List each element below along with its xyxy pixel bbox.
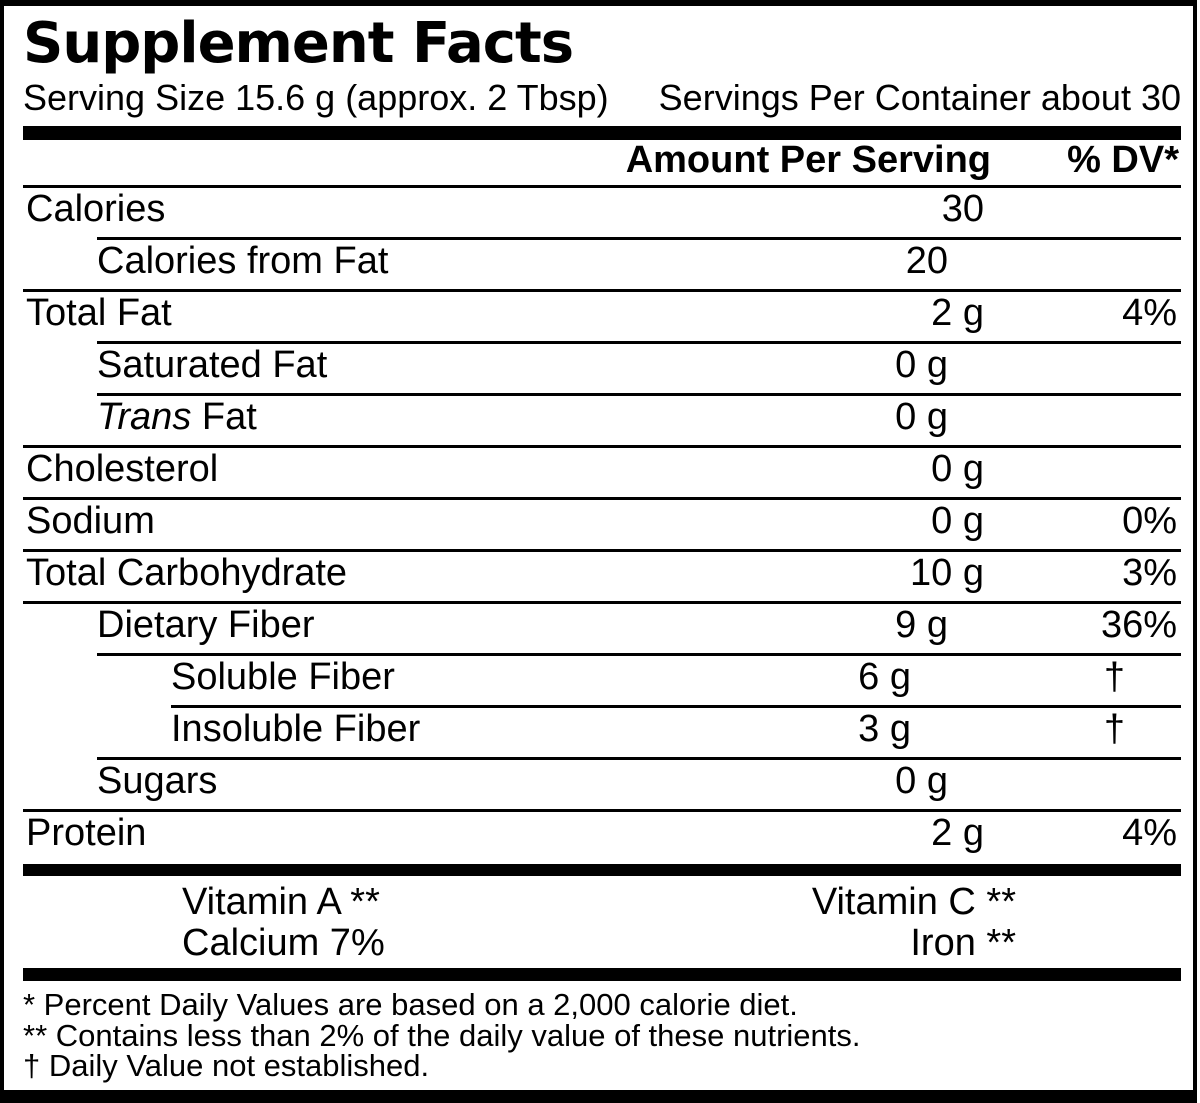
nutrient-daily-value: 4% — [1122, 292, 1177, 334]
vitamins-section: Vitamin A ** Vitamin C ** Calcium 7% Iro… — [23, 876, 1181, 968]
nutrient-row: Trans Fat 0 g — [23, 393, 1181, 445]
nutrient-name-text: Calories from Fat — [97, 240, 389, 282]
vitamins-divider-bar — [23, 968, 1181, 981]
nutrient-name-text: Saturated Fat — [97, 344, 328, 386]
nutrient-name-text: Total Fat — [26, 292, 172, 334]
nutrient-row: Total Carbohydrate 10 g 3% — [23, 549, 1181, 601]
nutrient-amount: 3 g — [858, 708, 911, 750]
nutrient-amount: 6 g — [858, 656, 911, 698]
header-divider-bar — [23, 126, 1181, 140]
nutrient-amount: 0 g — [895, 760, 948, 802]
column-header-row: Amount Per Serving % DV* — [23, 139, 1181, 185]
nutrient-name-text: Calories — [26, 188, 166, 230]
nutrient-row: Cholesterol 0 g — [23, 445, 1181, 497]
panel-title: Supplement Facts — [23, 11, 574, 76]
nutrient-daily-value: † — [1103, 656, 1125, 698]
nutrient-name: Calories — [26, 188, 165, 231]
footnote-line: ** Contains less than 2% of the daily va… — [23, 1017, 861, 1053]
nutrient-name: Trans Fat — [97, 396, 257, 439]
nutrient-name: Sugars — [97, 760, 217, 803]
nutrient-row: Insoluble Fiber 3 g † — [23, 705, 1181, 757]
servings-per-container: Servings Per Container about 30 — [658, 77, 1181, 118]
nutrient-name: Total Fat — [26, 292, 172, 335]
vitamin-left-item: Vitamin A ** — [182, 881, 380, 923]
row-separator-line — [23, 549, 1181, 552]
vitamin-right-item: Vitamin C ** — [811, 881, 1016, 923]
nutrient-name-text: Protein — [26, 812, 147, 854]
protein-divider-bar — [23, 864, 1181, 876]
nutrient-name-text: Total Carbohydrate — [26, 552, 348, 594]
nutrient-amount: 0 g — [895, 344, 948, 386]
amount-per-serving-header: Amount Per Serving — [625, 139, 991, 181]
nutrient-amount: 9 g — [895, 604, 948, 646]
nutrient-row: Dietary Fiber 9 g 36% — [23, 601, 1181, 653]
nutrient-daily-value: 3% — [1122, 552, 1177, 594]
vitamin-right-item: Iron ** — [910, 922, 1016, 964]
row-separator-line — [171, 705, 1181, 708]
nutrient-name: Soluble Fiber — [171, 656, 395, 699]
nutrient-name-italic: Trans — [97, 396, 192, 438]
nutrient-name-text: Sodium — [26, 500, 155, 542]
nutrient-daily-value: 0% — [1122, 500, 1177, 542]
serving-size: Serving Size 15.6 g (approx. 2 Tbsp) — [23, 77, 609, 118]
nutrient-amount: 30 — [941, 188, 984, 230]
row-separator-line — [23, 185, 1181, 188]
row-separator-line — [97, 653, 1181, 656]
footnote-line: * Percent Daily Values are based on a 2,… — [23, 987, 798, 1022]
nutrient-row: Sugars 0 g — [23, 757, 1181, 809]
nutrient-row: Saturated Fat 0 g — [23, 341, 1181, 393]
footnotes-section: * Percent Daily Values are based on a 2,… — [23, 981, 1181, 1082]
vitamin-row: Calcium 7% Iron ** — [23, 922, 1181, 964]
nutrient-row: Total Fat 2 g 4% — [23, 289, 1181, 341]
nutrient-daily-value: 4% — [1122, 812, 1177, 854]
nutrient-amount: 0 g — [895, 396, 948, 438]
nutrient-daily-value: † — [1103, 708, 1125, 750]
footnote-line: † Daily Value not established. — [23, 1048, 430, 1083]
row-separator-line — [97, 393, 1181, 396]
nutrient-name: Insoluble Fiber — [171, 708, 420, 751]
nutrient-name-text: Insoluble Fiber — [171, 708, 421, 750]
vitamin-left-item: Calcium 7% — [182, 922, 385, 964]
nutrient-row: Protein 2 g 4% — [23, 809, 1181, 861]
nutrient-row: Calories 30 — [23, 185, 1181, 237]
row-separator-line — [97, 341, 1181, 344]
nutrient-name: Cholesterol — [26, 448, 218, 491]
nutrient-row: Calories from Fat 20 — [23, 237, 1181, 289]
row-separator-line — [23, 601, 1181, 604]
nutrient-rows: Calories 30 Calories from Fat 20 Total F… — [23, 185, 1181, 861]
nutrient-amount: 2 g — [931, 812, 984, 854]
row-separator-line — [23, 497, 1181, 500]
nutrient-name: Dietary Fiber — [97, 604, 315, 647]
nutrient-name: Sodium — [26, 500, 155, 543]
vitamin-row: Vitamin A ** Vitamin C ** — [23, 881, 1181, 923]
nutrient-name-text: Dietary Fiber — [97, 604, 315, 646]
nutrient-name: Saturated Fat — [97, 344, 327, 387]
nutrient-name-text: Cholesterol — [26, 448, 219, 490]
row-separator-line — [23, 445, 1181, 448]
row-separator-line — [23, 809, 1181, 812]
row-separator-line — [23, 289, 1181, 292]
percent-dv-header: % DV* — [1067, 139, 1179, 181]
nutrient-name: Total Carbohydrate — [26, 552, 347, 595]
serving-info: Serving Size 15.6 g (approx. 2 Tbsp) Ser… — [23, 79, 1181, 117]
nutrient-name-text: Fat — [191, 396, 257, 438]
nutrient-amount: 20 — [905, 240, 948, 282]
nutrient-name-text: Soluble Fiber — [171, 656, 395, 698]
nutrient-name-text: Sugars — [97, 760, 218, 802]
nutrient-row: Soluble Fiber 6 g † — [23, 653, 1181, 705]
nutrient-amount: 10 g — [910, 552, 984, 594]
nutrient-daily-value: 36% — [1100, 604, 1177, 646]
nutrient-name: Calories from Fat — [97, 240, 388, 283]
row-separator-line — [97, 237, 1181, 240]
nutrient-amount: 0 g — [931, 448, 984, 490]
nutrient-amount: 2 g — [931, 292, 984, 334]
nutrient-name: Protein — [26, 812, 146, 855]
row-separator-line — [97, 757, 1181, 760]
nutrient-row: Sodium 0 g 0% — [23, 497, 1181, 549]
nutrient-amount: 0 g — [931, 500, 984, 542]
